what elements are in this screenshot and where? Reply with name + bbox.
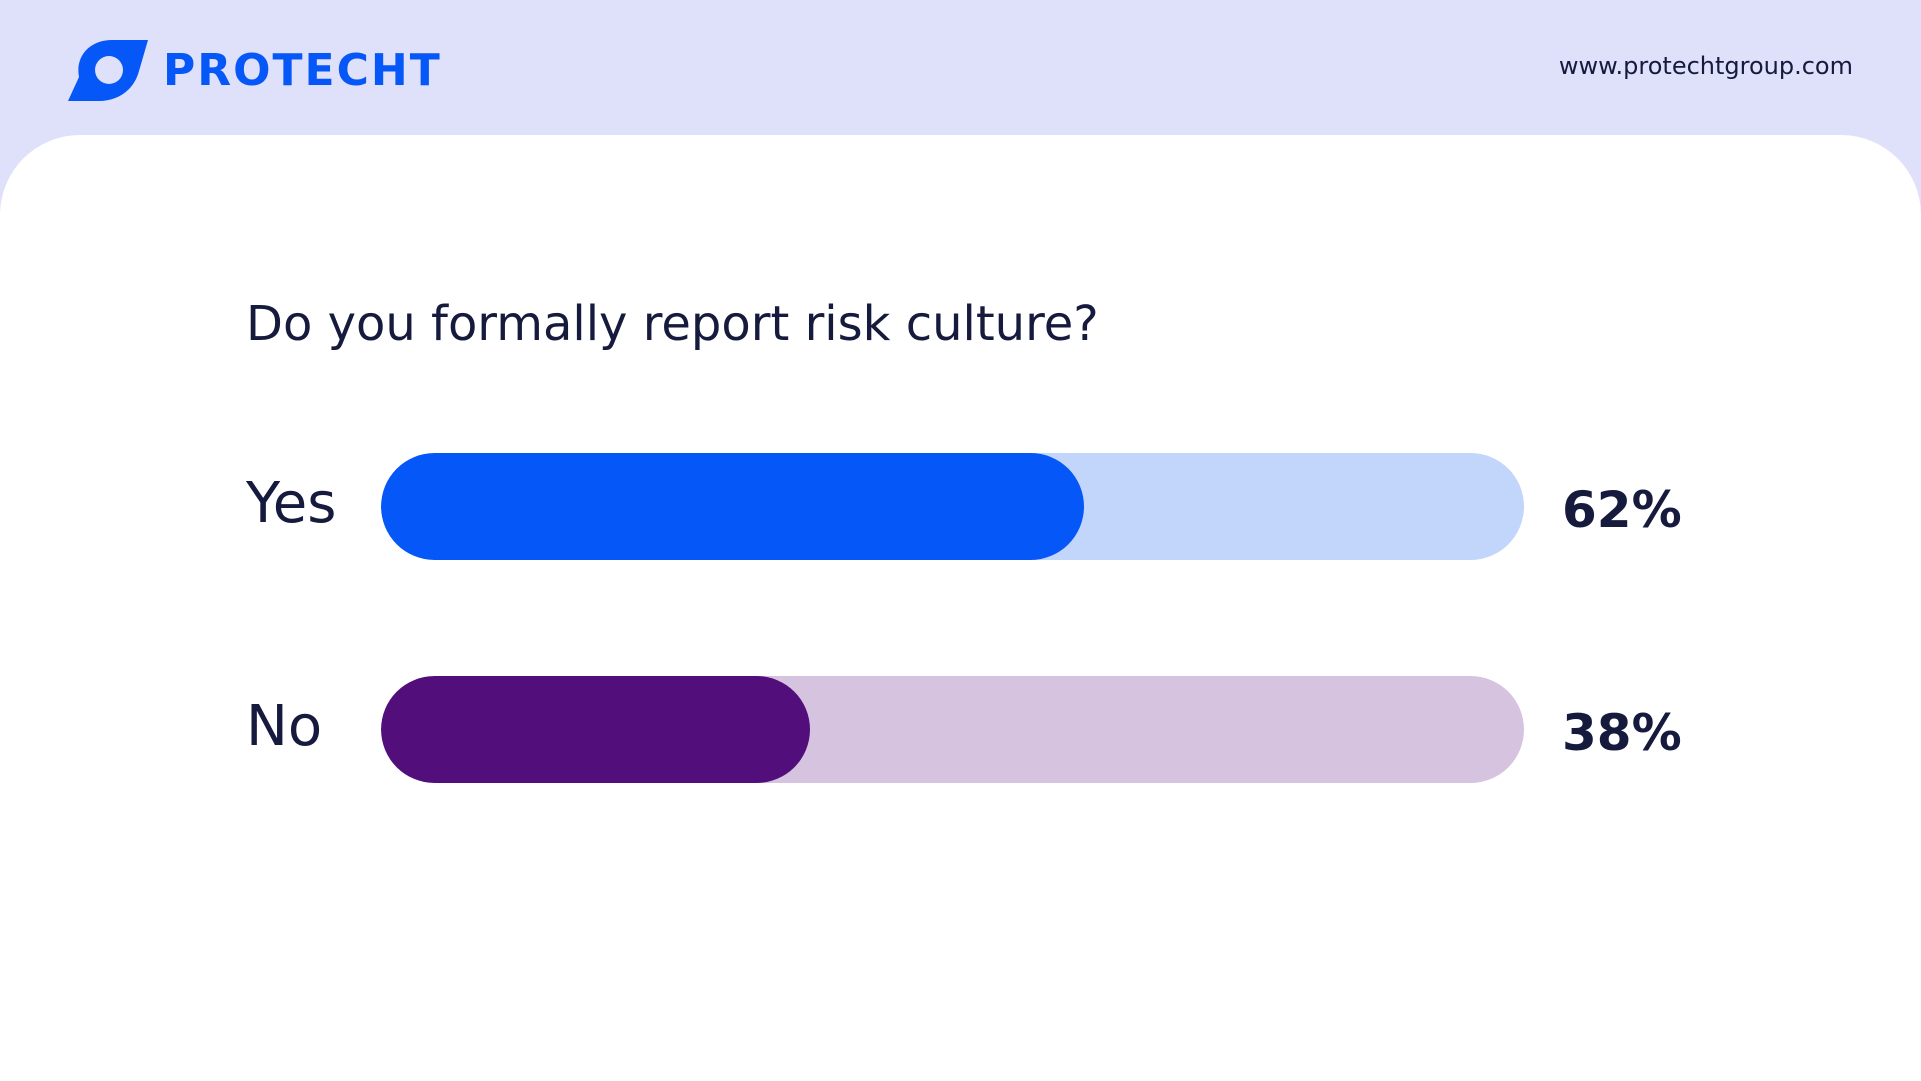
brand-logo[interactable]: PROTECHT [66, 36, 442, 104]
bar-row-no: No 38% [0, 676, 1921, 786]
brand-name: PROTECHT [163, 44, 442, 96]
bar-track [381, 453, 1524, 560]
bar-fill [381, 453, 1085, 560]
category-label: Yes [246, 471, 337, 536]
content-card [0, 135, 1921, 1081]
bar-track [381, 676, 1524, 783]
protecht-logo-icon [66, 37, 150, 103]
bar-row-yes: Yes 62% [0, 453, 1921, 563]
bar-fill [381, 676, 810, 783]
category-label: No [246, 694, 323, 759]
data-label: 62% [1562, 481, 1682, 539]
data-label: 38% [1562, 704, 1682, 762]
chart-title: Do you formally report risk culture? [246, 296, 1099, 352]
website-link[interactable]: www.protechtgroup.com [1558, 52, 1853, 80]
